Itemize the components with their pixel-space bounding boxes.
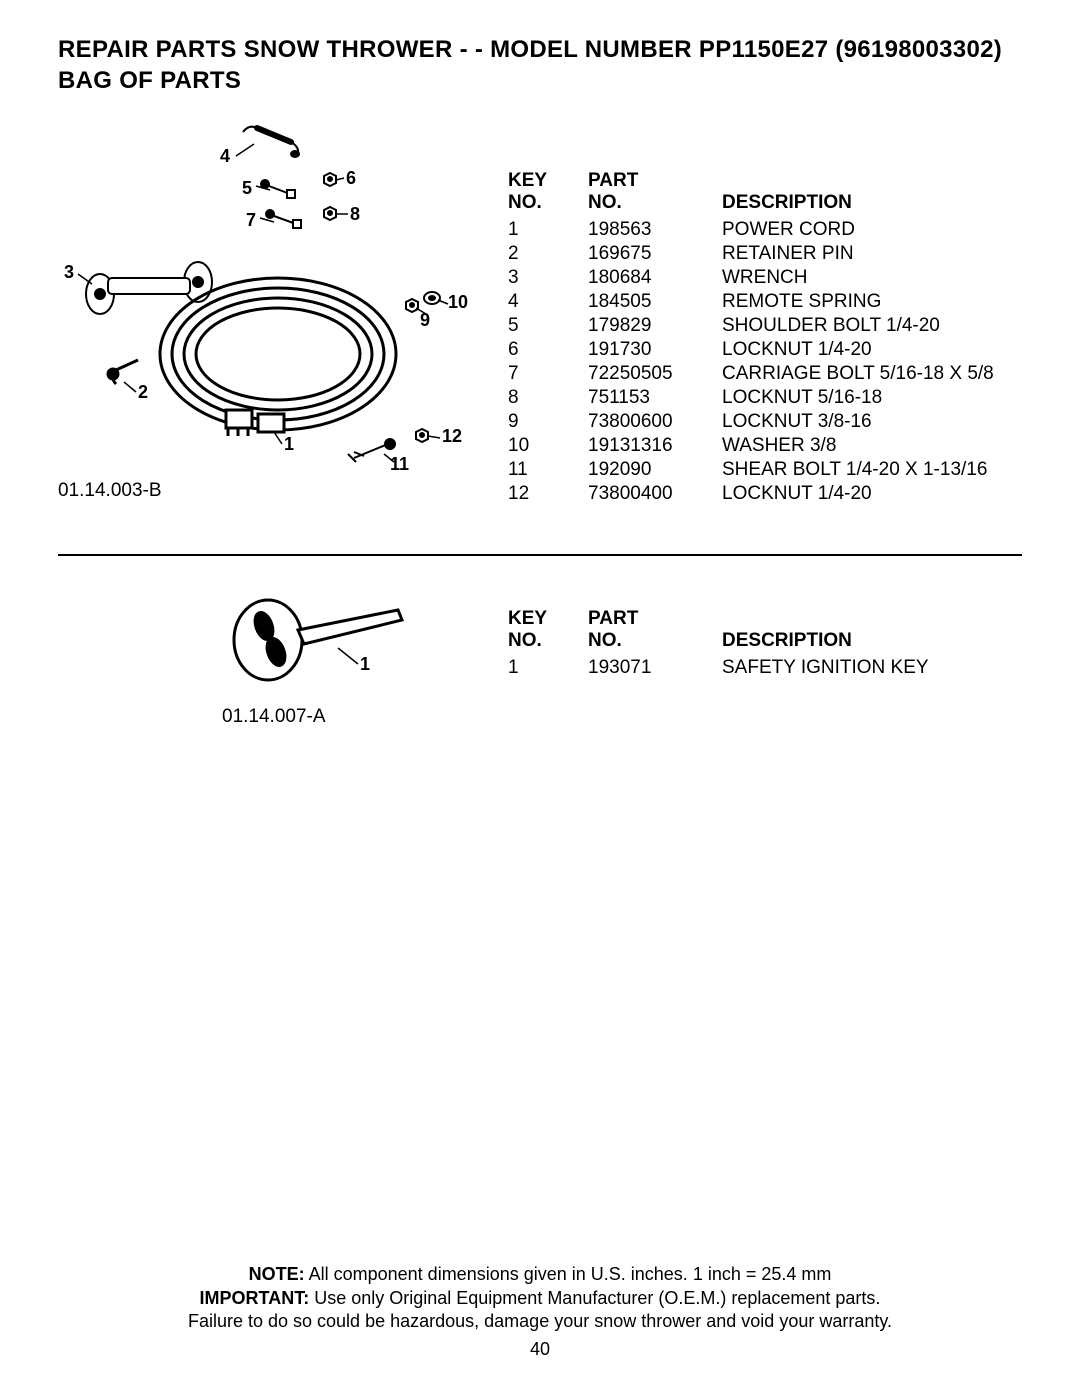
cell-part: 180684 [588,266,722,290]
diagram-2-label: 01.14.007-A [222,706,488,728]
cell-desc: POWER CORD [722,218,1012,242]
callout-6: 6 [346,168,356,189]
table-row: 2169675RETAINER PIN [508,242,1012,266]
warranty-warning: Failure to do so could be hazardous, dam… [58,1310,1022,1333]
cell-part: 751153 [588,386,722,410]
callout-11: 11 [390,454,409,475]
col-desc: DESCRIPTION [722,170,1012,218]
col-desc-2: DESCRIPTION [722,608,947,656]
table-row: 1198563POWER CORD [508,218,1012,242]
cell-key: 4 [508,290,588,314]
col-key: KEYNO. [508,170,588,218]
section-bag-of-parts: 4 5 6 7 8 3 2 1 9 10 11 12 01.14.003-B K… [58,114,1022,506]
table-row: 6191730LOCKNUT 1/4-20 [508,338,1012,362]
cell-part: 72250505 [588,362,722,386]
table-row: 1019131316WASHER 3/8 [508,434,1012,458]
cell-desc: LOCKNUT 5/16-18 [722,386,1012,410]
callout-4: 4 [220,146,230,167]
note-label: NOTE: [249,1264,305,1284]
cell-desc: LOCKNUT 1/4-20 [722,338,1012,362]
col-part-2: PARTNO. [588,608,722,656]
diagram-1-label: 01.14.003-B [58,480,488,502]
diagram-safety-key: 1 [218,590,478,700]
cell-desc: SHEAR BOLT 1/4-20 X 1-13/16 [722,458,1012,482]
cell-part: 19131316 [588,434,722,458]
cell-key: 12 [508,482,588,506]
callout-7: 7 [246,210,256,231]
callout-10: 10 [448,292,468,313]
col-part: PARTNO. [588,170,722,218]
table-row: 973800600LOCKNUT 3/8-16 [508,410,1012,434]
important-text: Use only Original Equipment Manufacturer… [309,1288,880,1308]
cell-key: 11 [508,458,588,482]
parts-table-1: KEYNO. PARTNO. DESCRIPTION 1198563POWER … [508,170,1012,506]
important-label: IMPORTANT: [200,1288,310,1308]
cell-part: 73800400 [588,482,722,506]
callout-2: 2 [138,382,148,403]
callout-12: 12 [442,426,462,447]
cell-part: 179829 [588,314,722,338]
cell-key: 9 [508,410,588,434]
note-text: All component dimensions given in U.S. i… [305,1264,832,1284]
cell-key: 6 [508,338,588,362]
table-row: 3180684WRENCH [508,266,1012,290]
cell-desc: SAFETY IGNITION KEY [722,656,947,680]
callout-3: 3 [64,262,74,283]
cell-part: 198563 [588,218,722,242]
cell-key: 7 [508,362,588,386]
cell-part: 73800600 [588,410,722,434]
callout-9: 9 [420,310,430,331]
cell-key: 10 [508,434,588,458]
table-row: 772250505CARRIAGE BOLT 5/16-18 X 5/8 [508,362,1012,386]
table-row: 11192090SHEAR BOLT 1/4-20 X 1-13/16 [508,458,1012,482]
col-key-2: KEYNO. [508,608,588,656]
cell-part: 192090 [588,458,722,482]
page-footer: NOTE: All component dimensions given in … [58,1263,1022,1367]
cell-desc: WASHER 3/8 [722,434,1012,458]
cell-desc: REMOTE SPRING [722,290,1012,314]
table-row: 1273800400LOCKNUT 1/4-20 [508,482,1012,506]
page-number: 40 [58,1338,1022,1361]
cell-desc: LOCKNUT 3/8-16 [722,410,1012,434]
table-row: 8751153LOCKNUT 5/16-18 [508,386,1012,410]
table-row: 5179829SHOULDER BOLT 1/4-20 [508,314,1012,338]
cell-desc: RETAINER PIN [722,242,1012,266]
cell-desc: WRENCH [722,266,1012,290]
cell-key: 2 [508,242,588,266]
table-row: 4184505REMOTE SPRING [508,290,1012,314]
cell-key: 8 [508,386,588,410]
title-line-1: REPAIR PARTS SNOW THROWER - - MODEL NUMB… [58,36,1002,63]
title-line-2: BAG OF PARTS [58,67,241,94]
cell-part: 184505 [588,290,722,314]
diagram-bag-of-parts: 4 5 6 7 8 3 2 1 9 10 11 12 [58,114,488,474]
callout-1: 1 [284,434,294,455]
cell-desc: SHOULDER BOLT 1/4-20 [722,314,1012,338]
cell-part: 191730 [588,338,722,362]
cell-key: 1 [508,218,588,242]
cell-part: 169675 [588,242,722,266]
page-title: REPAIR PARTS SNOW THROWER - - MODEL NUMB… [58,34,1022,96]
cell-key: 3 [508,266,588,290]
cell-desc: LOCKNUT 1/4-20 [722,482,1012,506]
cell-key: 5 [508,314,588,338]
section-divider [58,554,1022,556]
parts-table-2: KEYNO. PARTNO. DESCRIPTION 1193071SAFETY… [508,608,947,680]
cell-desc: CARRIAGE BOLT 5/16-18 X 5/8 [722,362,1012,386]
callout-8: 8 [350,204,360,225]
cell-key: 1 [508,656,588,680]
callout-5: 5 [242,178,252,199]
table-row: 1193071SAFETY IGNITION KEY [508,656,947,680]
cell-part: 193071 [588,656,722,680]
callout-s1: 1 [360,654,370,675]
section-safety-key: 1 01.14.007-A KEYNO. PARTNO. DESCRIPTION… [58,590,1022,728]
